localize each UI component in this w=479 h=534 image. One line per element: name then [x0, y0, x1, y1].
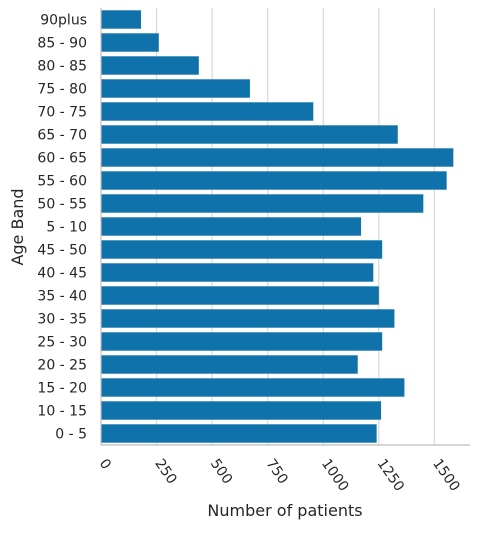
y-tick-label: 0 - 5	[55, 427, 87, 443]
bar	[101, 148, 454, 167]
x-tick-label: 1500	[429, 456, 463, 494]
x-tick-label: 1250	[374, 456, 408, 494]
bar	[101, 332, 383, 351]
y-tick-label: 15 - 20	[37, 381, 87, 397]
bar	[101, 309, 395, 328]
bar	[101, 240, 383, 259]
bar	[101, 102, 314, 121]
x-tick-label: 750	[262, 456, 290, 487]
y-tick-label: 60 - 65	[37, 151, 87, 167]
bar	[101, 194, 424, 213]
bar	[101, 10, 142, 29]
y-tick-label: 45 - 50	[37, 243, 87, 259]
x-axis-title: Number of patients	[207, 501, 362, 520]
bar	[101, 33, 159, 52]
y-tick-label: 55 - 60	[37, 174, 87, 190]
bar	[101, 286, 379, 305]
y-tick-label: 70 - 75	[37, 105, 87, 121]
bar	[101, 401, 382, 420]
y-tick-label: 10 - 15	[37, 404, 87, 420]
y-tick-label: 25 - 30	[37, 335, 87, 351]
bar	[101, 355, 358, 374]
y-tick-label: 80 - 85	[37, 59, 87, 75]
y-tick-label: 50 - 55	[37, 197, 87, 213]
y-tick-label: 5 - 10	[46, 220, 87, 236]
y-tick-label: 90plus	[40, 13, 87, 29]
bar	[101, 171, 447, 190]
y-tick-labels: 90plus 85 - 90 80 - 85 75 - 80 70 - 75 65 - 7…	[37, 13, 87, 443]
bar	[101, 79, 250, 98]
bar	[101, 263, 374, 282]
y-tick-label: 35 - 40	[37, 289, 87, 305]
y-tick-label: 30 - 35	[37, 312, 87, 328]
y-tick-label: 85 - 90	[37, 36, 87, 52]
x-tick-labels: 0 250 500 750 1000 1250 1500	[96, 456, 463, 494]
y-axis-title: Age Band	[8, 188, 27, 265]
axes	[100, 8, 470, 446]
bar	[101, 125, 398, 144]
x-tick-label: 500	[207, 456, 235, 487]
x-tick-label: 0	[96, 456, 114, 472]
y-tick-label: 40 - 45	[37, 266, 87, 282]
y-tick-label: 20 - 25	[37, 358, 87, 374]
bar	[101, 56, 199, 75]
bar	[101, 378, 405, 397]
bar	[101, 217, 362, 236]
bar	[101, 424, 377, 443]
x-tick-label: 250	[151, 456, 179, 487]
y-tick-label: 65 - 70	[37, 128, 87, 144]
x-tick-label: 1000	[318, 456, 352, 494]
y-tick-label: 75 - 80	[37, 82, 87, 98]
bars	[101, 10, 454, 443]
